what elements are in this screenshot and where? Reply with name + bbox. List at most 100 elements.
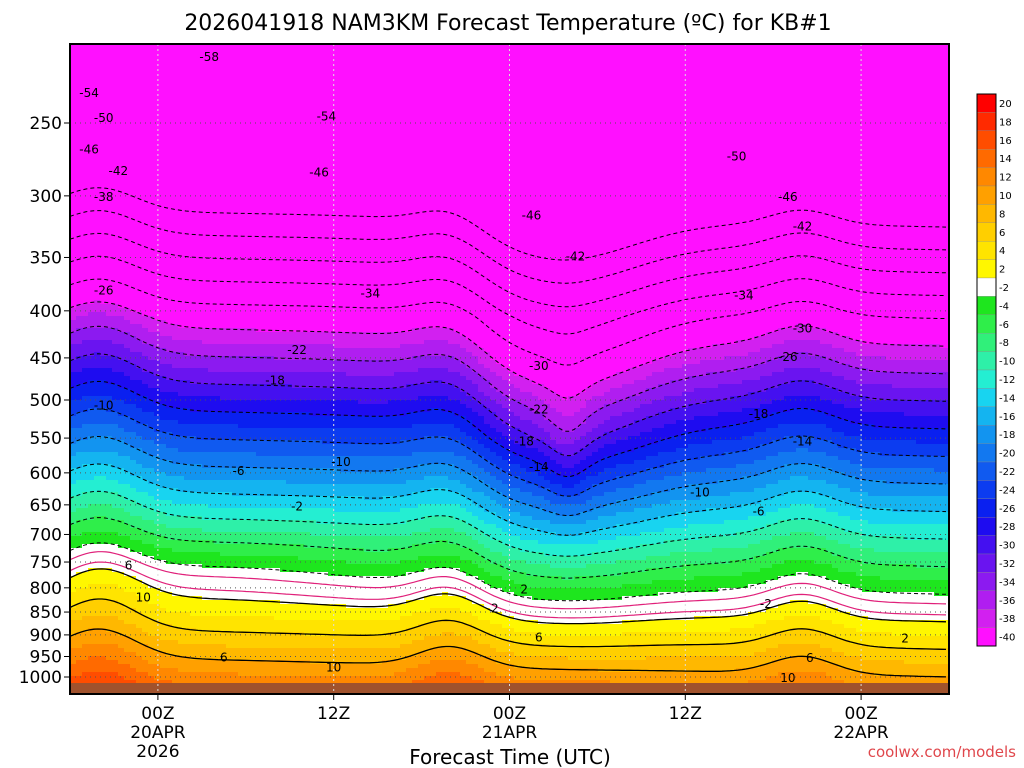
shade-cell <box>94 484 101 489</box>
shade-cell <box>196 60 203 65</box>
shade-cell <box>100 352 107 357</box>
shade-cell <box>214 408 221 413</box>
shade-cell <box>172 668 179 673</box>
shade-cell <box>244 324 251 329</box>
shade-cell <box>190 672 197 677</box>
shade-cell <box>124 664 131 669</box>
shade-cell <box>112 240 119 245</box>
shade-cell <box>94 460 101 465</box>
shade-cell <box>184 380 191 385</box>
shade-cell <box>178 280 185 285</box>
shade-cell <box>88 136 95 141</box>
shade-cell <box>166 352 173 357</box>
shade-cell <box>76 404 83 409</box>
shade-cell <box>214 216 221 221</box>
shade-cell <box>148 248 155 253</box>
shade-cell <box>238 376 245 381</box>
shade-cell <box>112 324 119 329</box>
shade-cell <box>232 120 239 125</box>
shade-cell <box>238 344 245 349</box>
shade-cell <box>196 576 203 581</box>
shade-cell <box>88 452 95 457</box>
shade-cell <box>226 624 233 629</box>
shade-cell <box>184 276 191 281</box>
shade-cell <box>238 176 245 181</box>
shade-cell <box>154 680 161 685</box>
shade-cell <box>112 220 119 225</box>
shade-cell <box>154 112 161 117</box>
shade-cell <box>118 160 125 165</box>
shade-cell <box>184 196 191 201</box>
shade-cell <box>94 140 101 145</box>
shade-cell <box>148 644 155 649</box>
shade-cell <box>112 340 119 345</box>
shade-cell <box>202 408 209 413</box>
shade-cell <box>70 172 77 177</box>
shade-cell <box>88 612 95 617</box>
shade-cell <box>244 604 251 609</box>
shade-cell <box>220 484 227 489</box>
shade-cell <box>142 44 149 49</box>
shade-cell <box>94 276 101 281</box>
shade-cell <box>178 312 185 317</box>
shade-cell <box>124 56 131 61</box>
shade-cell <box>124 668 131 673</box>
shade-cell <box>106 596 113 601</box>
shade-cell <box>142 276 149 281</box>
shade-cell <box>238 296 245 301</box>
shade-cell <box>166 468 173 473</box>
shade-cell <box>214 316 221 321</box>
shade-cell <box>94 292 101 297</box>
shade-cell <box>154 236 161 241</box>
shade-cell <box>250 208 257 213</box>
shade-cell <box>190 612 197 617</box>
shade-cell <box>82 148 89 153</box>
shade-cell <box>190 452 197 457</box>
shade-cell <box>112 364 119 369</box>
shade-cell <box>220 308 227 313</box>
shade-cell <box>196 536 203 541</box>
shade-cell <box>166 648 173 653</box>
shade-cell <box>124 280 131 285</box>
shade-cell <box>112 264 119 269</box>
shade-cell <box>214 252 221 257</box>
shade-cell <box>154 408 161 413</box>
shade-cell <box>214 336 221 341</box>
shade-cell <box>196 260 203 265</box>
shade-cell <box>220 548 227 553</box>
shade-cell <box>172 236 179 241</box>
shade-cell <box>154 172 161 177</box>
shade-cell <box>166 556 173 561</box>
shade-cell <box>202 172 209 177</box>
shade-cell <box>178 204 185 209</box>
shade-cell <box>94 280 101 285</box>
shade-cell <box>100 212 107 217</box>
shade-cell <box>220 96 227 101</box>
shade-cell <box>250 72 257 77</box>
shade-cell <box>178 676 185 681</box>
shade-cell <box>82 168 89 173</box>
shade-cell <box>94 220 101 225</box>
shade-cell <box>136 464 143 469</box>
shade-cell <box>106 80 113 85</box>
shade-cell <box>88 624 95 629</box>
shade-cell <box>154 64 161 69</box>
shade-cell <box>70 208 77 213</box>
shade-cell <box>214 168 221 173</box>
shade-cell <box>250 424 257 429</box>
shade-cell <box>142 500 149 505</box>
shade-cell <box>154 336 161 341</box>
shade-cell <box>172 564 179 569</box>
shade-cell <box>232 672 239 677</box>
shade-cell <box>112 564 119 569</box>
shade-cell <box>70 548 77 553</box>
shade-cell <box>178 680 185 685</box>
shade-cell <box>238 244 245 249</box>
shade-cell <box>100 488 107 493</box>
shade-cell <box>202 324 209 329</box>
shade-cell <box>70 216 77 221</box>
shade-cell <box>70 324 77 329</box>
shade-cell <box>202 240 209 245</box>
shade-cell <box>232 400 239 405</box>
shade-cell <box>214 520 221 525</box>
